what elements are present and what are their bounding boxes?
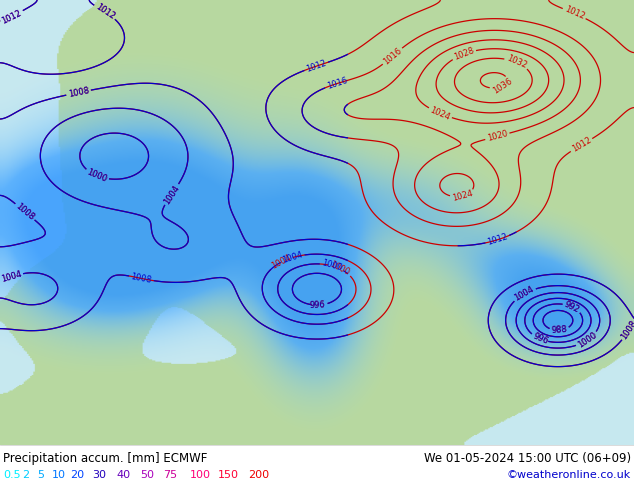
Text: 1012: 1012 bbox=[1, 8, 23, 25]
Text: 1008: 1008 bbox=[130, 272, 153, 285]
Text: 1008: 1008 bbox=[67, 86, 90, 99]
Text: 1032: 1032 bbox=[505, 54, 528, 71]
Text: 1016: 1016 bbox=[325, 76, 348, 91]
Text: 1012: 1012 bbox=[486, 232, 509, 247]
Text: 1012: 1012 bbox=[94, 2, 116, 21]
Text: ©weatheronline.co.uk: ©weatheronline.co.uk bbox=[507, 470, 631, 480]
Text: 1000: 1000 bbox=[321, 259, 344, 273]
Text: 1004: 1004 bbox=[162, 183, 181, 206]
Text: 1000: 1000 bbox=[576, 330, 598, 350]
Text: 2: 2 bbox=[22, 470, 29, 480]
Text: 1000: 1000 bbox=[86, 168, 108, 184]
Text: 988: 988 bbox=[551, 325, 567, 335]
Text: 100: 100 bbox=[190, 470, 211, 480]
Text: 1004: 1004 bbox=[513, 285, 536, 303]
Text: 1004: 1004 bbox=[270, 253, 293, 271]
Text: 996: 996 bbox=[531, 332, 550, 346]
Text: 996: 996 bbox=[309, 300, 326, 310]
Text: 1012: 1012 bbox=[1, 8, 23, 25]
Text: 1020: 1020 bbox=[486, 129, 508, 143]
Text: 1008: 1008 bbox=[619, 318, 634, 341]
Text: 1000: 1000 bbox=[86, 168, 108, 184]
Text: 1008: 1008 bbox=[67, 86, 90, 99]
Text: 200: 200 bbox=[248, 470, 269, 480]
Text: 1008: 1008 bbox=[14, 202, 36, 222]
Text: 1012: 1012 bbox=[570, 136, 593, 154]
Text: 996: 996 bbox=[309, 300, 326, 310]
Text: 50: 50 bbox=[140, 470, 154, 480]
Text: 1004: 1004 bbox=[513, 285, 536, 303]
Text: 1004: 1004 bbox=[0, 270, 22, 284]
Text: 988: 988 bbox=[551, 325, 567, 335]
Text: 1000: 1000 bbox=[576, 330, 598, 350]
Text: 0.5: 0.5 bbox=[3, 470, 21, 480]
Text: 20: 20 bbox=[70, 470, 84, 480]
Text: 30: 30 bbox=[92, 470, 106, 480]
Text: 1028: 1028 bbox=[453, 46, 476, 62]
Text: 1012: 1012 bbox=[305, 58, 328, 74]
Text: 75: 75 bbox=[163, 470, 177, 480]
Text: 1008: 1008 bbox=[14, 202, 36, 222]
Text: 1016: 1016 bbox=[382, 46, 403, 67]
Text: 150: 150 bbox=[218, 470, 239, 480]
Text: 1004: 1004 bbox=[281, 250, 304, 265]
Text: 992: 992 bbox=[563, 299, 581, 315]
Text: 10: 10 bbox=[52, 470, 66, 480]
Text: 1036: 1036 bbox=[491, 77, 514, 96]
Text: 5: 5 bbox=[37, 470, 44, 480]
Text: 40: 40 bbox=[116, 470, 130, 480]
Text: 996: 996 bbox=[531, 332, 550, 346]
Text: 1000: 1000 bbox=[328, 260, 351, 277]
Text: 1008: 1008 bbox=[619, 318, 634, 341]
Text: 1024: 1024 bbox=[451, 189, 474, 203]
Text: 1012: 1012 bbox=[563, 5, 586, 22]
Text: We 01-05-2024 15:00 UTC (06+09): We 01-05-2024 15:00 UTC (06+09) bbox=[424, 452, 631, 465]
Text: 1004: 1004 bbox=[162, 183, 181, 206]
Text: 1012: 1012 bbox=[94, 2, 116, 21]
Text: 1004: 1004 bbox=[0, 270, 22, 284]
Text: 1024: 1024 bbox=[429, 105, 451, 122]
Text: Precipitation accum. [mm] ECMWF: Precipitation accum. [mm] ECMWF bbox=[3, 452, 207, 465]
Text: 992: 992 bbox=[563, 299, 581, 315]
